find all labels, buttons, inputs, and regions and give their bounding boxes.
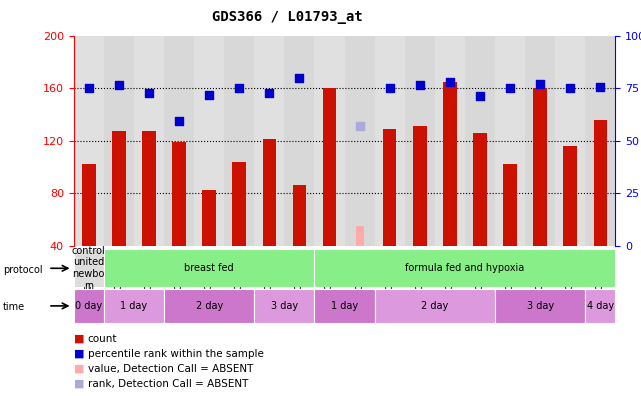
Bar [315, 36, 345, 246]
Bar [383, 129, 396, 246]
Bar [465, 36, 495, 246]
Text: 0 day: 0 day [75, 301, 103, 311]
Point [83, 85, 94, 91]
Bar [164, 289, 254, 323]
Bar [495, 289, 585, 323]
Bar [74, 36, 104, 246]
Bar [533, 88, 547, 246]
Bar [322, 88, 337, 246]
Text: 2 day: 2 day [196, 301, 223, 311]
Point [264, 90, 274, 97]
Text: 1 day: 1 day [331, 301, 358, 311]
Bar [495, 36, 525, 246]
Bar [585, 289, 615, 323]
Point [294, 74, 304, 81]
Bar [315, 289, 374, 323]
Bar [594, 120, 607, 246]
Point [445, 78, 455, 85]
Bar [525, 36, 555, 246]
Point [174, 118, 184, 124]
Bar [585, 36, 615, 246]
Bar [142, 131, 156, 246]
Bar [285, 36, 315, 246]
Text: rank, Detection Call = ABSENT: rank, Detection Call = ABSENT [88, 379, 248, 389]
Text: value, Detection Call = ABSENT: value, Detection Call = ABSENT [88, 364, 253, 374]
Point [505, 85, 515, 91]
Bar [263, 139, 276, 246]
Bar [254, 289, 315, 323]
Bar [435, 36, 465, 246]
Text: protocol: protocol [3, 265, 43, 275]
Bar [555, 36, 585, 246]
Bar [172, 142, 186, 246]
Text: breast fed: breast fed [185, 263, 234, 273]
Text: ■: ■ [74, 348, 84, 359]
Bar [563, 146, 577, 246]
Text: 3 day: 3 day [526, 301, 554, 311]
Bar [315, 249, 615, 287]
Bar [224, 36, 254, 246]
Text: 1 day: 1 day [121, 301, 147, 311]
Text: count: count [88, 333, 117, 344]
Bar [374, 36, 404, 246]
Point [354, 123, 365, 129]
Bar [404, 36, 435, 246]
Bar [374, 289, 495, 323]
Bar [345, 36, 374, 246]
Point [204, 91, 214, 98]
Bar [233, 162, 246, 246]
Point [113, 82, 124, 89]
Point [415, 82, 425, 89]
Bar [443, 82, 456, 246]
Point [535, 81, 545, 88]
Point [565, 85, 576, 91]
Bar [503, 164, 517, 246]
Point [475, 93, 485, 99]
Text: formula fed and hypoxia: formula fed and hypoxia [405, 263, 524, 273]
Point [144, 90, 154, 97]
Text: percentile rank within the sample: percentile rank within the sample [88, 348, 263, 359]
Bar [112, 131, 126, 246]
Text: ■: ■ [74, 379, 84, 389]
Text: GDS366 / L01793_at: GDS366 / L01793_at [212, 10, 362, 24]
Bar [293, 185, 306, 246]
Bar [74, 289, 104, 323]
Text: ■: ■ [74, 364, 84, 374]
Bar [194, 36, 224, 246]
Text: 2 day: 2 day [421, 301, 449, 311]
Bar [356, 226, 363, 246]
Point [385, 85, 395, 91]
Text: 3 day: 3 day [271, 301, 298, 311]
Bar [104, 36, 134, 246]
Bar [74, 249, 104, 287]
Bar [203, 190, 216, 246]
Bar [134, 36, 164, 246]
Bar [254, 36, 285, 246]
Point [234, 85, 244, 91]
Bar [413, 126, 426, 246]
Text: time: time [3, 301, 26, 312]
Bar [164, 36, 194, 246]
Bar [82, 164, 96, 246]
Bar [104, 249, 315, 287]
Bar [473, 133, 487, 246]
Bar [104, 289, 164, 323]
Text: 4 day: 4 day [587, 301, 614, 311]
Text: control
united
newbo
rn: control united newbo rn [72, 246, 106, 291]
Text: ■: ■ [74, 333, 84, 344]
Point [595, 84, 606, 90]
